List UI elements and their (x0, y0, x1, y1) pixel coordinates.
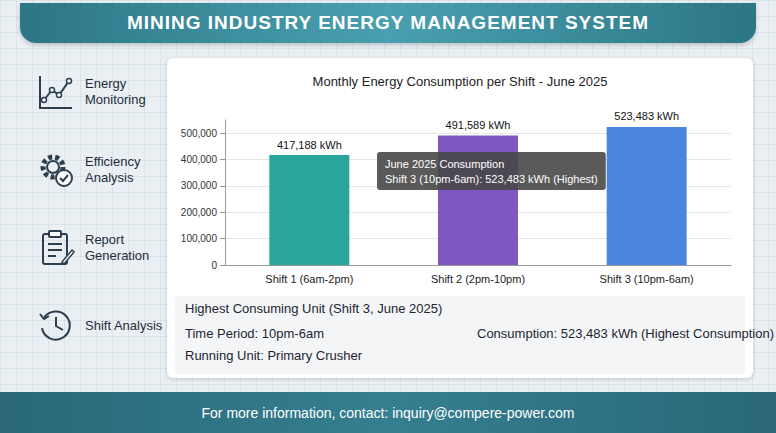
html-text:Shift Analysis: Shift Analysis (85, 318, 163, 333)
html-text:Efficiency Analysis: Efficiency Analysis (85, 154, 141, 185)
html-text:For more information, contact:: For more information, contact: inquiry@c… (201, 404, 575, 421)
html-text:Highest Consuming Unit (Shift: Highest Consuming Unit (Shift 3, June 20… (185, 301, 443, 316)
svg-text:0: 0 (211, 260, 217, 271)
svg-text:Monthly Energy Consumption per: Monthly Energy Consumption per Shift - J… (313, 74, 608, 89)
html-text:Energy Monitoring: Energy Monitoring (85, 76, 146, 107)
svg-text:300,000: 300,000 (181, 180, 218, 191)
svg-text:Shift 1 (6am-2pm): Shift 1 (6am-2pm) (265, 273, 353, 285)
svg-text:200,000: 200,000 (181, 207, 218, 218)
svg-text:Shift 3 (10pm-6am): Shift 3 (10pm-6am) (600, 273, 694, 285)
svg-text:Shift 3 (10pm-6am): 523,483 kW: Shift 3 (10pm-6am): 523,483 kWh (Highest… (385, 173, 598, 185)
html-text:MINING INDUSTRY ENERGY MANAGEM: MINING INDUSTRY ENERGY MANAGEMENT SYSTEM (127, 12, 649, 33)
html-text:Report Generation: Report Generation (85, 232, 150, 263)
svg-text:491,589 kWh: 491,589 kWh (446, 119, 511, 131)
svg-text:400,000: 400,000 (181, 154, 218, 165)
svg-text:100,000: 100,000 (181, 233, 218, 244)
html-text:Running Unit: Primary Crusher: Running Unit: Primary Crusher (185, 348, 362, 363)
svg-text:417,188 kWh: 417,188 kWh (277, 139, 342, 151)
svg-text:June 2025 Consumption: June 2025 Consumption (385, 158, 504, 170)
svg-text:523,483 kWh: 523,483 kWh (614, 110, 679, 122)
svg-text:500,000: 500,000 (181, 128, 218, 139)
svg-text:Shift 2 (2pm-10pm): Shift 2 (2pm-10pm) (431, 273, 525, 285)
html-text:Consumption: 523,483 kWh (High: Consumption: 523,483 kWh (Highest Consum… (477, 326, 774, 341)
html-text:Time Period: 10pm-6am: Time Period: 10pm-6am (185, 326, 324, 341)
